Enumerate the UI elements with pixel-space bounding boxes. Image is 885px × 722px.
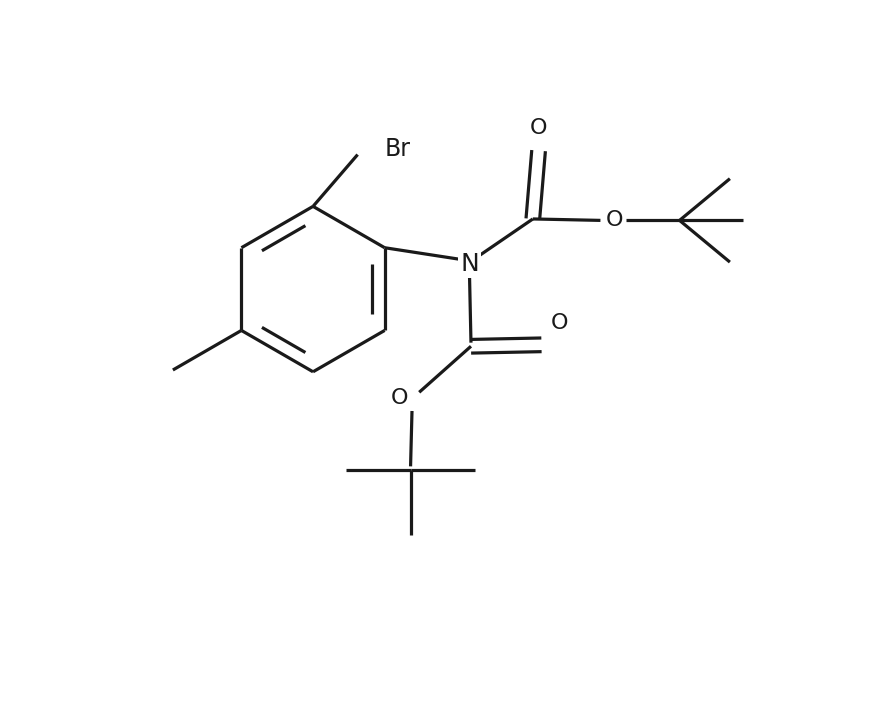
- Text: O: O: [530, 118, 547, 138]
- Text: O: O: [605, 210, 623, 230]
- Text: O: O: [390, 388, 408, 408]
- Text: N: N: [460, 251, 479, 276]
- Text: Br: Br: [385, 137, 411, 161]
- Text: O: O: [550, 313, 568, 334]
